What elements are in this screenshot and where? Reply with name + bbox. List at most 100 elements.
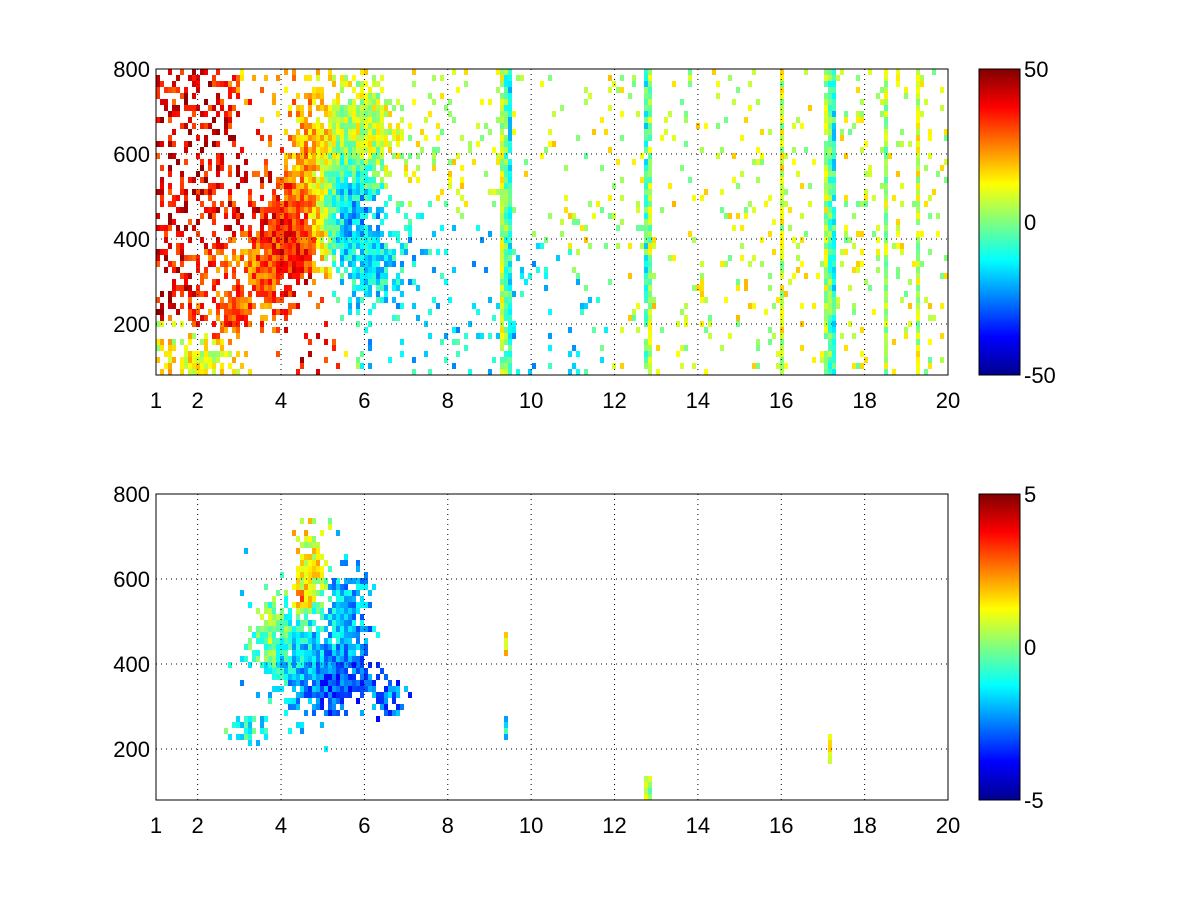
heatmap-cell — [216, 315, 220, 321]
heatmap-cell — [320, 674, 324, 680]
heatmap-cell — [372, 249, 376, 255]
heatmap-cell — [648, 261, 652, 267]
heatmap-cell — [320, 566, 324, 572]
heatmap-cell — [380, 183, 384, 189]
heatmap-cell — [740, 225, 744, 231]
heatmap-cell — [200, 147, 204, 153]
heatmap-cell — [252, 285, 256, 291]
heatmap-cell — [892, 243, 896, 249]
heatmap-cell — [824, 357, 828, 363]
heatmap-cell — [336, 626, 340, 632]
heatmap-cell — [256, 237, 260, 243]
heatmap-cell — [352, 117, 356, 123]
heatmap-cell — [400, 261, 404, 267]
heatmap-cell — [780, 309, 784, 315]
heatmap-cell — [352, 608, 356, 614]
heatmap-cell — [324, 207, 328, 213]
heatmap-cell — [780, 231, 784, 237]
heatmap-cell — [260, 177, 264, 183]
heatmap-cell — [272, 279, 276, 285]
heatmap-cell — [548, 213, 552, 219]
heatmap-cell — [300, 578, 304, 584]
heatmap-cell — [540, 153, 544, 159]
heatmap-cell — [228, 201, 232, 207]
heatmap-cell — [752, 159, 756, 165]
heatmap-cell — [276, 620, 280, 626]
heatmap-cell — [252, 243, 256, 249]
heatmap-cell — [324, 249, 328, 255]
heatmap-cell — [648, 297, 652, 303]
heatmap-cell — [356, 303, 360, 309]
heatmap-cell — [368, 165, 372, 171]
heatmap-cell — [208, 81, 212, 87]
heatmap-cell — [300, 237, 304, 243]
heatmap-cell — [456, 351, 460, 357]
heatmap-cell — [640, 177, 644, 183]
heatmap-cell — [828, 189, 832, 195]
heatmap-cell — [304, 237, 308, 243]
heatmap-cell — [668, 255, 672, 261]
heatmap-cell — [388, 680, 392, 686]
heatmap-cell — [368, 273, 372, 279]
heatmap-cell — [376, 632, 380, 638]
heatmap-cell — [320, 668, 324, 674]
heatmap-cell — [580, 309, 584, 315]
heatmap-cell — [168, 183, 172, 189]
heatmap-cell — [348, 105, 352, 111]
heatmap-cell — [816, 273, 820, 279]
heatmap-cell — [916, 105, 920, 111]
heatmap-cell — [884, 369, 888, 375]
heatmap-cell — [440, 129, 444, 135]
heatmap-cell — [364, 680, 368, 686]
heatmap-cell — [644, 123, 648, 129]
heatmap-cell — [248, 225, 252, 231]
heatmap-cell — [172, 105, 176, 111]
heatmap-cell — [304, 608, 308, 614]
heatmap-cell — [936, 213, 940, 219]
heatmap-cell — [320, 141, 324, 147]
heatmap-cell — [316, 333, 320, 339]
heatmap-cell — [644, 225, 648, 231]
heatmap-cell — [360, 135, 364, 141]
heatmap-cell — [228, 117, 232, 123]
heatmap-cell — [340, 692, 344, 698]
heatmap-cell — [348, 602, 352, 608]
heatmap-cell — [272, 219, 276, 225]
heatmap-cell — [824, 369, 828, 375]
heatmap-cell — [312, 644, 316, 650]
heatmap-cell — [376, 93, 380, 99]
heatmap-cell — [292, 602, 296, 608]
heatmap-cell — [180, 303, 184, 309]
heatmap-cell — [392, 297, 396, 303]
heatmap-cell — [316, 147, 320, 153]
heatmap-cell — [268, 650, 272, 656]
heatmap-cell — [352, 632, 356, 638]
heatmap-cell — [168, 357, 172, 363]
heatmap-cell — [252, 213, 256, 219]
heatmap-cell — [332, 81, 336, 87]
heatmap-cell — [280, 273, 284, 279]
heatmap-cell — [332, 105, 336, 111]
heatmap-cell — [312, 638, 316, 644]
heatmap-cell — [208, 363, 212, 369]
heatmap-cell — [232, 105, 236, 111]
heatmap-cell — [300, 363, 304, 369]
heatmap-cell — [348, 237, 352, 243]
heatmap-cell — [372, 141, 376, 147]
heatmap-cell — [320, 722, 324, 728]
heatmap-cell — [332, 650, 336, 656]
heatmap-cell — [308, 249, 312, 255]
heatmap-cell — [200, 291, 204, 297]
heatmap-cell — [284, 231, 288, 237]
heatmap-cell — [252, 201, 256, 207]
heatmap-cell — [508, 273, 512, 279]
heatmap-cell — [644, 237, 648, 243]
heatmap-cell — [944, 177, 948, 183]
heatmap-cell — [504, 249, 508, 255]
heatmap-cell — [504, 297, 508, 303]
heatmap-cell — [204, 357, 208, 363]
heatmap-cell — [264, 261, 268, 267]
heatmap-cell — [316, 129, 320, 135]
heatmap-cell — [188, 129, 192, 135]
heatmap-cell — [308, 686, 312, 692]
